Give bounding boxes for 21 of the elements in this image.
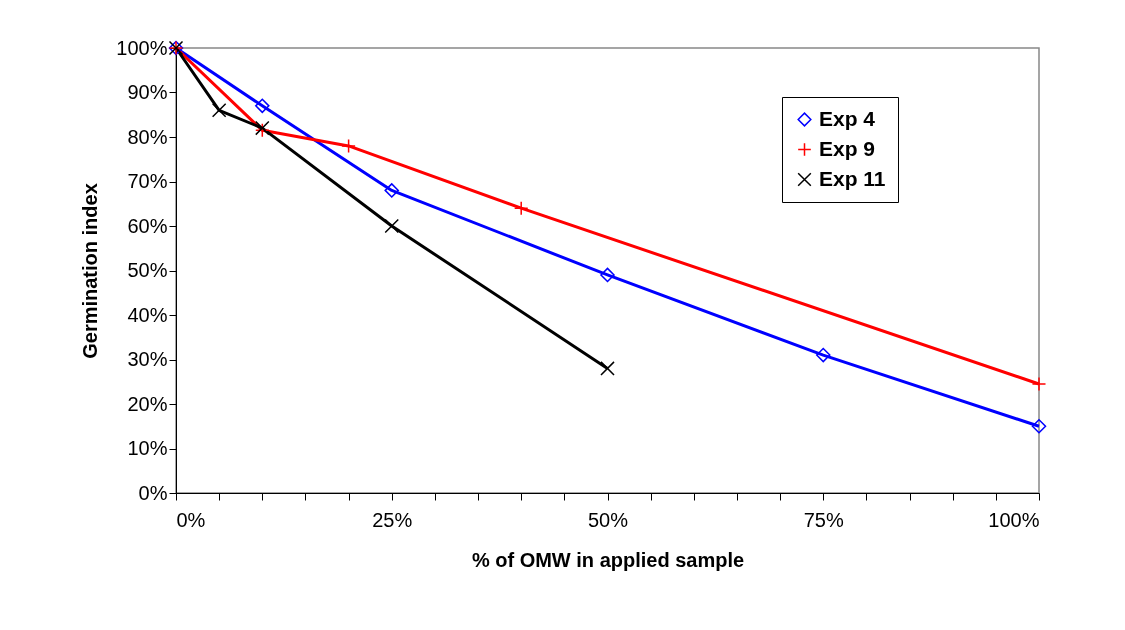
y-tick-label: 40% — [127, 303, 168, 326]
y-tick-label: 80% — [127, 125, 168, 148]
x-tick-label: 0% — [176, 508, 206, 531]
y-tick-label: 50% — [127, 259, 168, 281]
y-tick-label: 20% — [127, 392, 168, 415]
y-tick-label: 100% — [116, 36, 168, 59]
y-tick-label: 90% — [127, 81, 168, 103]
y-tick-label: 10% — [127, 437, 168, 459]
legend-label: Exp 9 — [819, 136, 876, 160]
legend-label: Exp 4 — [819, 106, 876, 130]
x-tick-label: 50% — [587, 508, 629, 531]
x-tick-label: 100% — [988, 508, 1040, 531]
y-axis-title: Germination index — [79, 183, 102, 359]
x-tick-label: 75% — [803, 508, 844, 531]
y-tick-label: 30% — [127, 348, 168, 370]
y-tick-label: 0% — [138, 481, 168, 504]
y-tick-label: 70% — [127, 170, 168, 192]
y-tick-label: 60% — [127, 214, 168, 237]
legend-label: Exp 11 — [819, 166, 886, 190]
x-axis-title: % of OMW in applied sample — [471, 548, 745, 571]
x-tick-label: 25% — [372, 508, 413, 531]
